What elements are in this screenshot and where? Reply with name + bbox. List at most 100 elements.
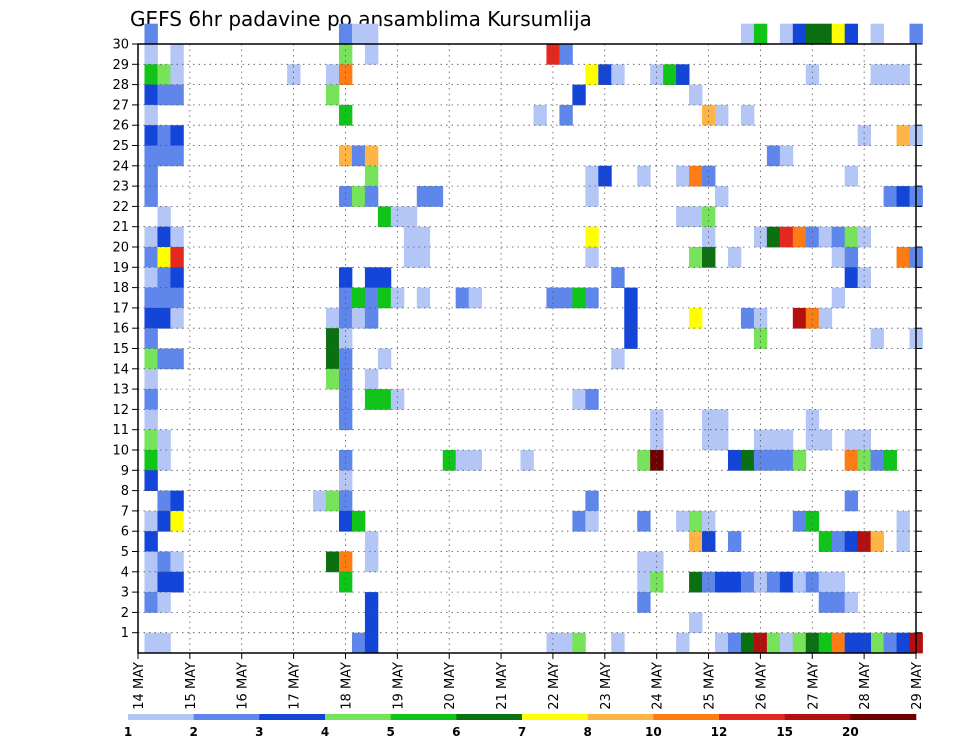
colorbar-swatch <box>259 714 326 720</box>
heatmap-cell <box>157 267 171 288</box>
heatmap-cell <box>909 23 923 45</box>
heatmap-cell <box>805 571 820 593</box>
y-tick-label: 8 <box>121 484 129 499</box>
heatmap-cell <box>455 450 470 471</box>
heatmap-cell <box>429 186 444 207</box>
heatmap-cell <box>753 571 768 593</box>
heatmap-cell <box>416 226 431 248</box>
heatmap-cell <box>766 429 781 451</box>
colorbar-swatch <box>587 714 654 720</box>
heatmap-cell <box>611 632 625 654</box>
heatmap-cell <box>416 247 431 268</box>
heatmap-cell <box>559 287 573 309</box>
heatmap-cell <box>740 450 755 471</box>
heatmap-cell <box>351 510 366 532</box>
heatmap-cell <box>326 490 340 512</box>
heatmap-cell <box>766 226 781 248</box>
heatmap-cell <box>364 287 379 309</box>
y-tick-label: 30 <box>112 38 129 53</box>
heatmap-cell <box>637 165 651 187</box>
heatmap-cell <box>857 531 872 552</box>
heatmap-cell <box>585 490 599 512</box>
heatmap-cell <box>442 450 457 471</box>
heatmap-cell <box>546 632 560 654</box>
heatmap-cell <box>844 531 859 552</box>
heatmap-cell <box>844 450 859 471</box>
x-tick-label: 25 MAY <box>703 662 718 710</box>
colorbar-label: 1 <box>124 725 132 739</box>
y-tick-label: 6 <box>121 525 129 540</box>
heatmap-cell <box>689 510 703 532</box>
heatmap-cell <box>170 84 184 106</box>
heatmap-cell <box>157 125 171 146</box>
heatmap-cell <box>170 247 184 268</box>
colorbar-swatch <box>850 714 917 720</box>
heatmap-cell <box>157 551 171 573</box>
heatmap-cell <box>715 571 729 593</box>
y-tick-label: 25 <box>112 139 129 154</box>
heatmap-cell <box>572 84 586 106</box>
heatmap-cell <box>364 612 379 634</box>
heatmap-cell <box>572 632 586 654</box>
heatmap-cell <box>144 165 158 187</box>
heatmap-cell <box>844 226 859 248</box>
heatmap-cell <box>896 64 910 85</box>
y-tick-label: 10 <box>112 444 129 459</box>
heatmap-cell <box>844 267 859 288</box>
heatmap-cell <box>702 510 716 532</box>
heatmap-cell <box>792 23 807 45</box>
heatmap-cell <box>870 632 884 654</box>
x-tick-label: 29 MAY <box>910 662 925 710</box>
heatmap-cell <box>326 84 340 106</box>
heatmap-cell <box>144 632 158 654</box>
heatmap-cell <box>351 186 366 207</box>
heatmap-cell <box>377 287 392 309</box>
heatmap-cell <box>818 632 833 654</box>
heatmap-cell <box>831 287 846 309</box>
heatmap-cell <box>805 64 820 85</box>
heatmap-cell <box>572 510 586 532</box>
heatmap-cell <box>831 531 846 552</box>
heatmap-cell <box>650 64 664 85</box>
y-tick-label: 2 <box>121 606 129 621</box>
heatmap-cell <box>896 632 910 654</box>
heatmap-cell <box>870 328 884 349</box>
heatmap-cell <box>805 510 820 532</box>
heatmap-cell <box>364 145 379 167</box>
heatmap-cell <box>157 64 171 85</box>
y-tick-label: 11 <box>112 423 129 438</box>
y-tick-label: 4 <box>121 565 129 580</box>
heatmap-cell <box>676 632 690 654</box>
heatmap-cell <box>351 307 366 329</box>
heatmap-cell <box>689 165 703 187</box>
heatmap-cell <box>650 571 664 593</box>
y-tick-label: 22 <box>112 200 129 215</box>
heatmap-cell <box>157 429 171 451</box>
heatmap-cell <box>338 64 353 85</box>
y-tick-label: 7 <box>121 504 129 519</box>
x-tick-label: 23 MAY <box>599 662 614 710</box>
heatmap-cell <box>740 571 755 593</box>
heatmap-cell <box>715 409 729 431</box>
heatmap-cell <box>144 84 158 106</box>
heatmap-cell <box>844 490 859 512</box>
y-tick-label: 29 <box>112 58 129 73</box>
heatmap-cell <box>896 531 910 552</box>
heatmap-cell <box>702 206 716 228</box>
heatmap-cell <box>326 368 340 390</box>
heatmap-cell <box>338 145 353 167</box>
heatmap-cell <box>157 632 171 654</box>
heatmap-cell <box>702 571 716 593</box>
heatmap-cell <box>883 64 897 85</box>
heatmap-cell <box>390 389 405 410</box>
heatmap-cell <box>857 632 872 654</box>
heatmap-cell <box>546 44 560 65</box>
heatmap-cell <box>144 44 158 65</box>
heatmap-cell <box>870 531 884 552</box>
heatmap-cell <box>338 23 353 45</box>
y-tick-label: 9 <box>121 464 129 479</box>
heatmap-cell <box>338 409 353 431</box>
heatmap-cell <box>727 531 742 552</box>
heatmap-cell <box>157 450 171 471</box>
heatmap-cell <box>157 226 171 248</box>
